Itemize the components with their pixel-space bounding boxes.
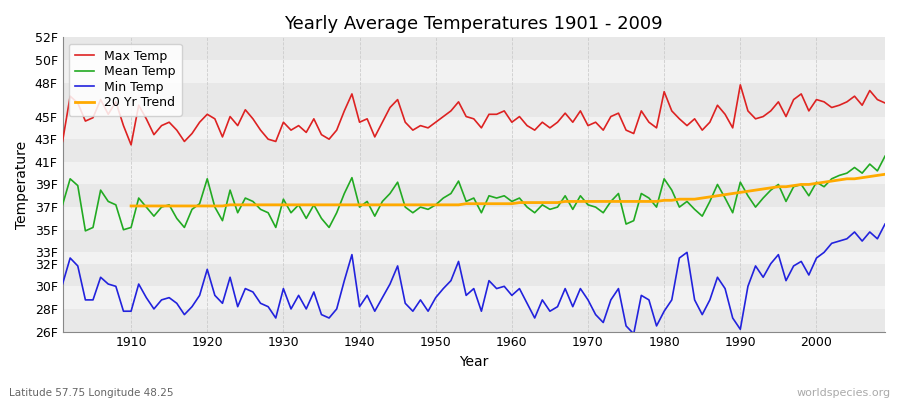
20 Yr Trend bbox=[126, 204, 137, 208]
Min Temp bbox=[598, 320, 608, 325]
Mean Temp bbox=[126, 225, 137, 230]
Bar bbox=[62, 184, 885, 207]
Bar bbox=[62, 286, 885, 309]
Line: Mean Temp: Mean Temp bbox=[62, 156, 885, 231]
Mean Temp bbox=[339, 191, 350, 196]
Text: Latitude 57.75 Longitude 48.25: Latitude 57.75 Longitude 48.25 bbox=[9, 388, 174, 398]
Min Temp bbox=[879, 222, 890, 226]
Bar bbox=[62, 207, 885, 230]
Max Temp bbox=[879, 100, 890, 105]
Title: Yearly Average Temperatures 1901 - 2009: Yearly Average Temperatures 1901 - 2009 bbox=[284, 15, 663, 33]
Legend: Max Temp, Mean Temp, Min Temp, 20 Yr Trend: Max Temp, Mean Temp, Min Temp, 20 Yr Tre… bbox=[68, 44, 182, 116]
20 Yr Trend bbox=[879, 172, 890, 177]
20 Yr Trend bbox=[575, 199, 586, 204]
Mean Temp bbox=[879, 154, 890, 158]
Bar bbox=[62, 60, 885, 83]
Max Temp bbox=[606, 114, 616, 119]
Min Temp bbox=[285, 306, 296, 311]
Mean Temp bbox=[514, 196, 525, 200]
Bar bbox=[62, 252, 885, 264]
Bar bbox=[62, 162, 885, 184]
Min Temp bbox=[331, 306, 342, 311]
Bar bbox=[62, 264, 885, 286]
Mean Temp bbox=[606, 199, 616, 204]
Bar bbox=[62, 83, 885, 116]
Line: Min Temp: Min Temp bbox=[62, 224, 885, 334]
20 Yr Trend bbox=[514, 200, 525, 205]
Max Temp bbox=[57, 139, 68, 144]
Max Temp bbox=[507, 120, 517, 125]
Min Temp bbox=[499, 284, 509, 289]
Min Temp bbox=[118, 309, 129, 314]
Max Temp bbox=[293, 123, 304, 128]
20 Yr Trend bbox=[819, 180, 830, 184]
Max Temp bbox=[339, 108, 350, 113]
Line: 20 Yr Trend: 20 Yr Trend bbox=[131, 174, 885, 206]
Bar bbox=[62, 139, 885, 162]
Bar bbox=[62, 37, 885, 60]
Mean Temp bbox=[80, 228, 91, 233]
Max Temp bbox=[735, 82, 746, 87]
Line: Max Temp: Max Temp bbox=[62, 85, 885, 145]
Mean Temp bbox=[507, 199, 517, 204]
Bar bbox=[62, 309, 885, 332]
20 Yr Trend bbox=[842, 176, 852, 181]
Max Temp bbox=[514, 114, 525, 119]
Min Temp bbox=[57, 282, 68, 286]
Max Temp bbox=[126, 142, 137, 147]
Text: worldspecies.org: worldspecies.org bbox=[796, 388, 891, 398]
Bar bbox=[62, 230, 885, 252]
Min Temp bbox=[507, 293, 517, 298]
Mean Temp bbox=[293, 202, 304, 207]
20 Yr Trend bbox=[301, 202, 311, 207]
Max Temp bbox=[118, 123, 129, 128]
20 Yr Trend bbox=[270, 202, 281, 207]
Mean Temp bbox=[57, 202, 68, 207]
Bar bbox=[62, 116, 885, 139]
X-axis label: Year: Year bbox=[459, 355, 489, 369]
Y-axis label: Temperature: Temperature bbox=[15, 140, 29, 228]
Min Temp bbox=[628, 332, 639, 336]
